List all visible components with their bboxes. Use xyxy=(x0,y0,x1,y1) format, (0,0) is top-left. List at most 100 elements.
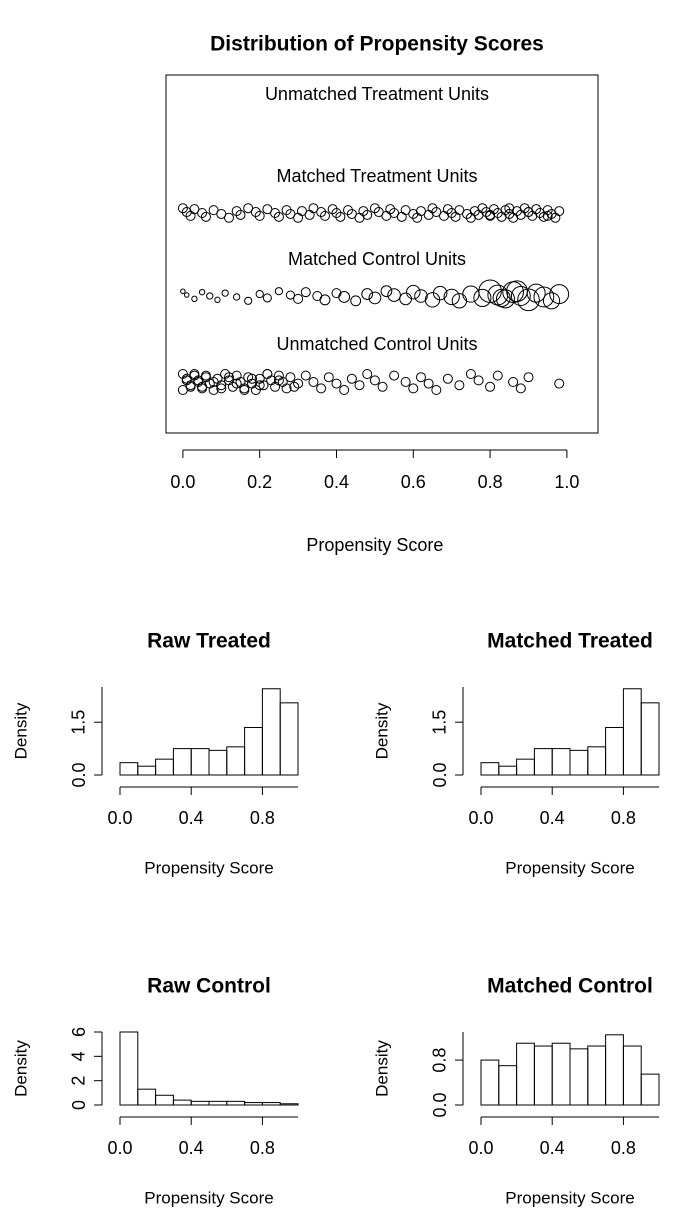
bar xyxy=(261,688,281,776)
y-tick-label: 4 xyxy=(69,1051,89,1061)
point xyxy=(323,372,334,383)
point xyxy=(478,279,502,303)
point xyxy=(358,206,369,217)
x-tick-label: 1.0 xyxy=(554,472,579,492)
point xyxy=(244,296,253,305)
point xyxy=(389,370,400,381)
point xyxy=(273,375,284,386)
point xyxy=(369,203,380,214)
y-tick-label: 0.0 xyxy=(69,762,89,787)
point xyxy=(239,385,250,395)
point xyxy=(180,288,186,294)
x-axis-label: Propensity Score xyxy=(505,858,634,877)
point xyxy=(504,203,515,214)
y-axis-label: Density xyxy=(11,702,30,759)
y-tick-label: 0.8 xyxy=(430,1048,450,1073)
bar xyxy=(640,702,660,776)
bar xyxy=(605,1034,624,1106)
x-axis-label: Propensity Score xyxy=(505,1188,634,1207)
bar xyxy=(587,746,607,776)
point xyxy=(262,293,272,303)
x-tick-label: 0.0 xyxy=(107,1138,132,1158)
bar xyxy=(137,765,157,776)
point xyxy=(223,372,234,383)
point xyxy=(473,375,484,386)
x-tick-label: 0.8 xyxy=(611,1138,636,1158)
point xyxy=(350,295,362,307)
bar xyxy=(226,1100,246,1106)
y-tick-label: 1.5 xyxy=(430,710,450,735)
point xyxy=(319,210,330,221)
bar xyxy=(226,746,246,776)
point xyxy=(354,380,365,391)
point xyxy=(214,296,221,304)
plot-box xyxy=(165,74,599,434)
point xyxy=(255,289,264,299)
point xyxy=(254,210,265,221)
bar xyxy=(244,726,263,776)
x-axis-label: Propensity Score xyxy=(144,858,273,877)
point xyxy=(223,212,234,223)
point xyxy=(200,211,211,222)
point xyxy=(554,206,565,217)
point xyxy=(273,211,284,222)
point xyxy=(432,285,448,301)
point xyxy=(377,381,388,392)
point xyxy=(506,280,528,303)
bar xyxy=(190,748,210,776)
point xyxy=(362,369,373,379)
point xyxy=(423,378,434,389)
point xyxy=(185,210,196,221)
point xyxy=(227,381,238,392)
x-tick-label: 0.8 xyxy=(478,472,503,492)
x-tick-label: 0.2 xyxy=(247,472,272,492)
bar xyxy=(119,762,139,776)
point xyxy=(492,288,511,307)
point xyxy=(369,375,380,386)
x-tick-label: 0.0 xyxy=(170,472,195,492)
y-tick-label: 0 xyxy=(69,1100,89,1110)
bar xyxy=(569,1048,589,1106)
bar xyxy=(190,1100,210,1106)
point xyxy=(523,372,534,383)
bar xyxy=(569,749,589,776)
point xyxy=(519,203,530,214)
point xyxy=(362,209,373,220)
y-tick-label: 1.5 xyxy=(69,710,89,735)
bar xyxy=(587,1045,607,1106)
point xyxy=(554,378,565,389)
point xyxy=(549,284,570,305)
point xyxy=(221,289,229,297)
bar xyxy=(640,1073,660,1106)
point xyxy=(408,383,419,394)
bar xyxy=(279,1103,299,1106)
point xyxy=(216,383,227,394)
point xyxy=(316,207,327,218)
point xyxy=(515,383,526,394)
x-tick-label: 0.4 xyxy=(540,1138,565,1158)
x-tick-label: 0.0 xyxy=(107,808,132,828)
point xyxy=(304,209,315,220)
point xyxy=(414,289,428,303)
point xyxy=(346,373,357,384)
point xyxy=(208,377,219,387)
x-axis-label: Propensity Score xyxy=(144,1188,273,1207)
point xyxy=(198,288,206,296)
y-axis-label: Density xyxy=(372,702,391,759)
point xyxy=(508,377,519,387)
point xyxy=(335,211,346,222)
point xyxy=(385,204,396,215)
bar xyxy=(172,748,192,776)
point xyxy=(285,290,295,300)
point xyxy=(542,205,553,216)
point xyxy=(177,385,188,395)
point xyxy=(542,210,553,221)
bar xyxy=(244,1102,263,1106)
x-tick-label: 0.8 xyxy=(250,1138,275,1158)
point xyxy=(319,294,331,306)
bar xyxy=(498,1065,518,1106)
bar xyxy=(480,762,500,776)
group-label: Matched Treatment Units xyxy=(276,166,477,186)
point xyxy=(406,284,421,300)
